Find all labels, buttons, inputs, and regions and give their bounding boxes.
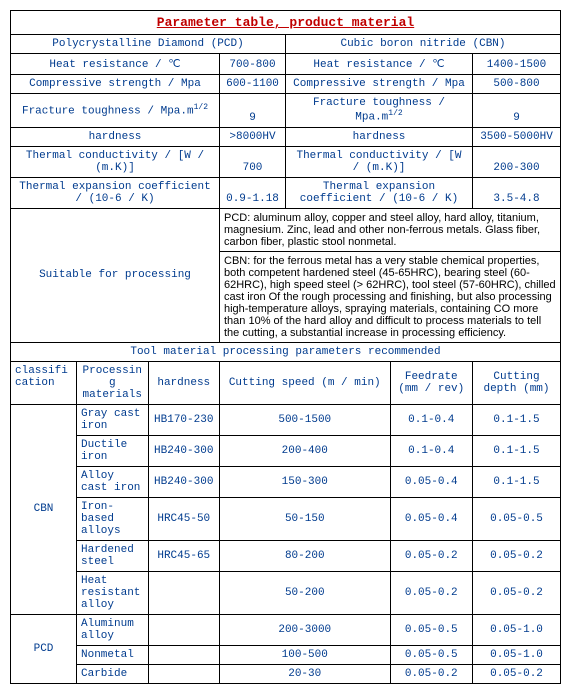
prop-exp-cbn-val: 3.5-4.8 [473,177,561,208]
row-fr: 0.05-0.2 [390,540,473,571]
table-title: Parameter table, product material [11,11,561,35]
row-mat: Ductile iron [77,435,149,466]
params-title: Tool material processing parameters reco… [11,342,561,361]
group-cbn: CBN [11,404,77,614]
prop-comp-cbn-val: 500-800 [473,75,561,94]
row-sp: 200-3000 [220,614,391,645]
col-depth: Cutting depth (mm) [473,361,561,404]
row-dp: 0.05-1.0 [473,645,561,664]
frac-pre: Fracture toughness / Mpa.m [22,106,194,118]
prop-therm-cbn-val: 200-300 [473,146,561,177]
prop-hard-pcd-label: hardness [11,127,220,146]
row-h: HB240-300 [148,435,220,466]
prop-exp-cbn-label: Thermal expansion coefficient / (10-6 / … [286,177,473,208]
prop-hard-cbn-val: 3500-5000HV [473,127,561,146]
prop-exp-pcd-label: Thermal expansion coefficient / (10-6 / … [11,177,220,208]
row-h [148,664,220,683]
row-dp: 0.1-1.5 [473,466,561,497]
row-fr: 0.05-0.2 [390,571,473,614]
row-mat: Alloy cast iron [77,466,149,497]
prop-frac-cbn-label: Fracture toughness / Mpa.m1/2 [286,94,473,128]
row-fr: 0.1-0.4 [390,435,473,466]
prop-heat-cbn-label: Heat resistance / ℃ [286,54,473,75]
suitable-pcd: PCD: aluminum alloy, copper and steel al… [220,208,561,251]
row-fr: 0.05-0.5 [390,614,473,645]
prop-therm-cbn-label: Thermal conductivity / [W / (m.K)] [286,146,473,177]
row-dp: 0.05-0.5 [473,497,561,540]
row-sp: 20-30 [220,664,391,683]
frac-pre2: Fracture toughness / Mpa.m [313,97,445,124]
row-mat: Heat resistant alloy [77,571,149,614]
row-dp: 0.05-0.2 [473,664,561,683]
row-h [148,571,220,614]
parameter-table: Parameter table, product material Polycr… [10,10,561,684]
frac-sup2: 1/2 [388,109,402,118]
row-dp: 0.1-1.5 [473,435,561,466]
prop-heat-pcd-val: 700-800 [220,54,286,75]
prop-hard-pcd-val: >8000HV [220,127,286,146]
row-fr: 0.05-0.2 [390,664,473,683]
row-sp: 100-500 [220,645,391,664]
row-mat: Carbide [77,664,149,683]
row-h: HB170-230 [148,404,220,435]
group-pcd: PCD [11,614,77,683]
col-pcd: Polycrystalline Diamond (PCD) [11,35,286,54]
col-mat: Processing materials [77,361,149,404]
prop-comp-pcd-label: Compressive strength / Mpa [11,75,220,94]
row-dp: 0.1-1.5 [473,404,561,435]
suitable-label: Suitable for processing [11,208,220,342]
row-dp: 0.05-1.0 [473,614,561,645]
row-fr: 0.05-0.5 [390,645,473,664]
col-feed: Feedrate (mm / rev) [390,361,473,404]
row-h [148,614,220,645]
frac-sup: 1/2 [194,103,208,112]
row-sp: 150-300 [220,466,391,497]
prop-hard-cbn-label: hardness [286,127,473,146]
row-sp: 200-400 [220,435,391,466]
col-speed: Cutting speed (m / min) [220,361,391,404]
row-mat: Aluminum alloy [77,614,149,645]
prop-frac-pcd-val: 9 [220,94,286,128]
prop-therm-pcd-label: Thermal conductivity / [W / (m.K)] [11,146,220,177]
row-fr: 0.05-0.4 [390,466,473,497]
row-dp: 0.05-0.2 [473,571,561,614]
prop-heat-cbn-val: 1400-1500 [473,54,561,75]
table-wrapper: Parameter table, product material Polycr… [10,10,561,684]
prop-exp-pcd-val: 0.9-1.18 [220,177,286,208]
row-h: HRC45-65 [148,540,220,571]
col-hard: hardness [148,361,220,404]
prop-frac-cbn-val: 9 [473,94,561,128]
row-sp: 50-200 [220,571,391,614]
row-h [148,645,220,664]
row-fr: 0.05-0.4 [390,497,473,540]
prop-frac-pcd-label: Fracture toughness / Mpa.m1/2 [11,94,220,128]
prop-comp-cbn-label: Compressive strength / Mpa [286,75,473,94]
row-h: HB240-300 [148,466,220,497]
col-cbn: Cubic boron nitride (CBN) [286,35,561,54]
row-fr: 0.1-0.4 [390,404,473,435]
suitable-cbn: CBN: for the ferrous metal has a very st… [220,251,561,342]
col-class: classification [11,361,77,404]
row-sp: 50-150 [220,497,391,540]
prop-comp-pcd-val: 600-1100 [220,75,286,94]
prop-therm-pcd-val: 700 [220,146,286,177]
row-mat: Hardened steel [77,540,149,571]
row-h: HRC45-50 [148,497,220,540]
row-sp: 80-200 [220,540,391,571]
row-mat: Iron-based alloys [77,497,149,540]
row-mat: Nonmetal [77,645,149,664]
row-dp: 0.05-0.2 [473,540,561,571]
row-sp: 500-1500 [220,404,391,435]
row-mat: Gray cast iron [77,404,149,435]
prop-heat-pcd-label: Heat resistance / ℃ [11,54,220,75]
